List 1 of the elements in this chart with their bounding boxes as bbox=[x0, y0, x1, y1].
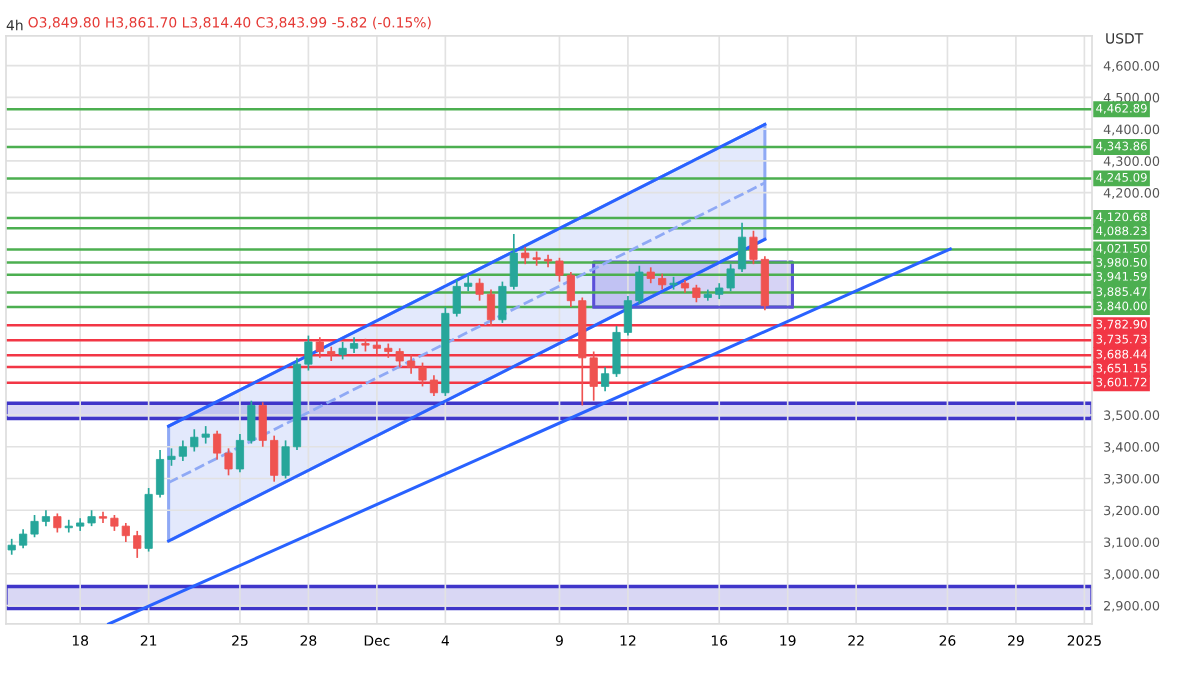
candlestick bbox=[53, 512, 62, 534]
